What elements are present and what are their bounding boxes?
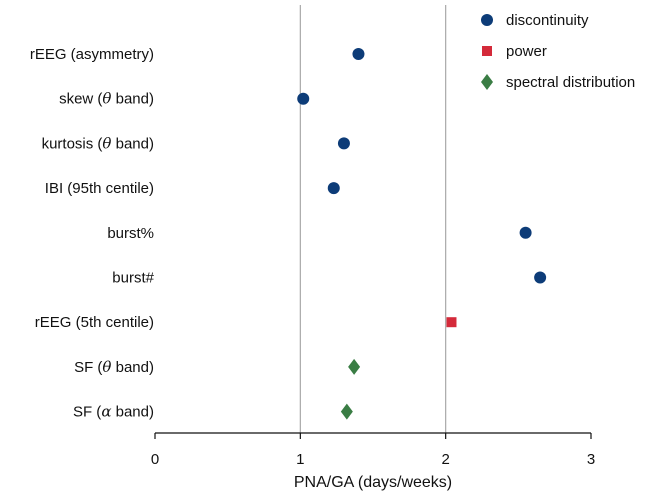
category-label: rEEG (asymmetry) <box>30 46 154 63</box>
x-tick-label: 3 <box>587 451 595 468</box>
category-label-text: burst# <box>112 270 154 287</box>
greek-symbol: α <box>101 403 111 421</box>
category-label: IBI (95th centile) <box>45 180 154 197</box>
legend-circle-marker <box>481 14 493 26</box>
greek-symbol: θ <box>102 90 111 108</box>
legend-square-marker <box>482 46 492 56</box>
x-tick-label: 2 <box>441 451 449 468</box>
circle-marker <box>337 137 350 150</box>
category-label-text: band) <box>111 135 154 152</box>
legend-label: discontinuity <box>506 12 589 29</box>
category-label-text: SF ( <box>74 359 102 376</box>
category-label-text: rEEG (5th centile) <box>35 314 154 331</box>
category-label-text: band) <box>111 404 154 421</box>
circle-marker <box>297 92 310 105</box>
category-labels: rEEG (asymmetry)skew (θ band)kurtosis (θ… <box>30 46 155 421</box>
category-label-text: IBI (95th centile) <box>45 180 154 197</box>
x-tick-label: 0 <box>151 451 159 468</box>
category-label-text: rEEG (asymmetry) <box>30 46 154 63</box>
category-label-text: skew ( <box>59 91 102 108</box>
category-label: burst% <box>107 225 154 242</box>
x-tick-label: 1 <box>296 451 304 468</box>
category-label: rEEG (5th centile) <box>35 314 154 331</box>
diamond-marker <box>348 358 361 375</box>
category-label: SF (α band) <box>73 403 154 421</box>
legend-diamond-marker <box>481 74 493 90</box>
data-points <box>297 48 547 420</box>
category-label: skew (θ band) <box>59 90 154 108</box>
category-label: burst# <box>112 270 154 287</box>
legend: discontinuity power spectral distribution <box>481 12 635 91</box>
category-label-text: SF ( <box>73 404 101 421</box>
diamond-marker <box>340 403 353 420</box>
category-label: SF (θ band) <box>74 358 154 376</box>
circle-marker <box>352 48 365 60</box>
legend-label: spectral distribution <box>506 74 635 91</box>
greek-symbol: θ <box>102 358 111 376</box>
category-label-text: band) <box>111 91 154 108</box>
circle-marker <box>327 182 340 195</box>
circle-marker <box>519 226 532 239</box>
x-axis: 0 1 2 3 <box>151 432 595 468</box>
circle-marker <box>534 271 547 284</box>
category-label-text: burst% <box>107 225 154 242</box>
category-label-text: band) <box>111 359 154 376</box>
reference-lines <box>299 5 447 433</box>
square-marker <box>446 317 457 328</box>
legend-label: power <box>506 43 547 60</box>
category-label-text: kurtosis ( <box>42 135 103 152</box>
greek-symbol: θ <box>102 134 111 152</box>
x-axis-title: PNA/GA (days/weeks) <box>294 474 452 491</box>
category-label: kurtosis (θ band) <box>42 134 154 152</box>
